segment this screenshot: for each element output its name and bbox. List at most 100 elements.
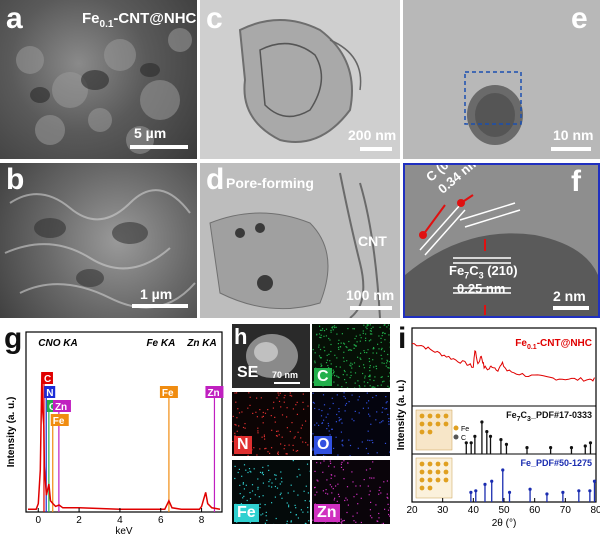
map-dot: [331, 374, 333, 376]
map-dot: [339, 346, 341, 348]
map-dot: [249, 521, 251, 524]
map-dot: [374, 386, 376, 388]
map-dot: [379, 422, 381, 424]
map-dot: [275, 517, 277, 520]
map-dot: [343, 369, 345, 372]
crystal-atom: [435, 469, 441, 475]
xrd-ref-peak-cap: [577, 489, 581, 493]
scale-bar-a: [130, 145, 188, 149]
map-dot: [262, 466, 264, 468]
eds-x-tick-label: 8: [199, 515, 205, 526]
map-dot: [343, 392, 345, 394]
map-dot: [331, 326, 333, 329]
map-dot: [367, 439, 369, 441]
map-dot: [388, 513, 390, 516]
map-dot: [325, 492, 327, 494]
eds-element-label: N: [46, 388, 53, 399]
map-dot: [280, 443, 282, 445]
map-dot: [320, 363, 322, 365]
map-dot: [278, 434, 280, 436]
map-dot: [296, 413, 298, 415]
map-dot: [238, 468, 240, 470]
map-dot: [382, 420, 384, 422]
map-dot: [315, 454, 317, 456]
map-dot: [336, 521, 338, 523]
map-dot: [364, 351, 366, 354]
map-dot: [373, 379, 375, 382]
map-dot: [271, 502, 273, 504]
map-se: SE 70 nm: [232, 324, 310, 388]
map-dot: [277, 453, 279, 455]
map-dot: [235, 401, 237, 403]
map-dot: [247, 471, 249, 474]
map-dot: [382, 407, 384, 409]
map-dot: [388, 334, 390, 336]
panel-label-b: b: [6, 163, 25, 196]
map-dot: [368, 375, 370, 378]
map-dot: [350, 362, 352, 364]
map-dot: [299, 474, 301, 476]
map-dot: [331, 474, 333, 476]
xrd-ref-peak-cap: [504, 442, 509, 446]
map-dot: [290, 484, 292, 486]
map-dot: [367, 430, 369, 432]
eds-element-label: C: [44, 374, 51, 385]
map-dot: [262, 471, 264, 473]
map-dot: [244, 427, 246, 429]
crystal-atom: [427, 469, 433, 475]
map-dot: [375, 419, 377, 421]
map-dot: [235, 424, 237, 426]
map-dot: [355, 335, 357, 337]
map-dot: [370, 328, 372, 330]
map-dot: [288, 444, 290, 446]
map-dot: [319, 325, 321, 327]
map-dot: [341, 444, 343, 446]
map-dot: [307, 492, 309, 494]
map-dot: [240, 503, 242, 505]
map-dot: [371, 333, 373, 335]
map-dot: [292, 408, 294, 410]
map-dot: [386, 359, 388, 361]
map-dot: [332, 488, 334, 490]
map-dot: [248, 392, 250, 394]
map-dot: [295, 450, 297, 452]
map-dot: [251, 449, 253, 451]
eds-header-label: CNO KA: [38, 338, 77, 349]
map-dot: [286, 407, 288, 409]
map-dot: [336, 375, 338, 377]
map-dot: [318, 408, 320, 411]
scale-bar-e: [551, 147, 591, 151]
xrd-ref-peak-cap: [561, 490, 565, 494]
map-dot: [305, 420, 307, 422]
map-dot: [379, 326, 381, 328]
eds-element-box: [44, 386, 56, 398]
map-dot: [307, 506, 309, 509]
map-dot: [367, 407, 369, 409]
map-dot: [328, 337, 330, 340]
map-dot: [256, 454, 258, 456]
map-dot: [356, 341, 358, 343]
map-dot: [325, 328, 328, 330]
map-dot: [267, 465, 269, 467]
map-dot: [286, 427, 288, 429]
map-dot: [285, 453, 287, 455]
fe7c3-dspacing: 0.25 nm: [457, 281, 506, 296]
map-dot: [373, 477, 375, 479]
map-dot: [383, 350, 385, 352]
map-dot: [368, 413, 370, 415]
map-dot: [321, 329, 323, 331]
map-dot: [297, 494, 299, 496]
xrd-ref-peak-cap: [464, 441, 468, 445]
crystal-atom: [427, 421, 433, 427]
map-dot: [321, 365, 323, 367]
map-dot: [350, 349, 353, 351]
xrd-ref-peak-cap: [588, 489, 592, 493]
map-dot: [365, 337, 367, 339]
map-dot: [316, 422, 318, 424]
map-dot: [250, 471, 252, 473]
map-dot: [336, 333, 338, 335]
map-dot: [386, 480, 388, 482]
map-dot: [340, 521, 342, 523]
map-dot: [343, 478, 345, 480]
map-dot: [372, 396, 374, 399]
